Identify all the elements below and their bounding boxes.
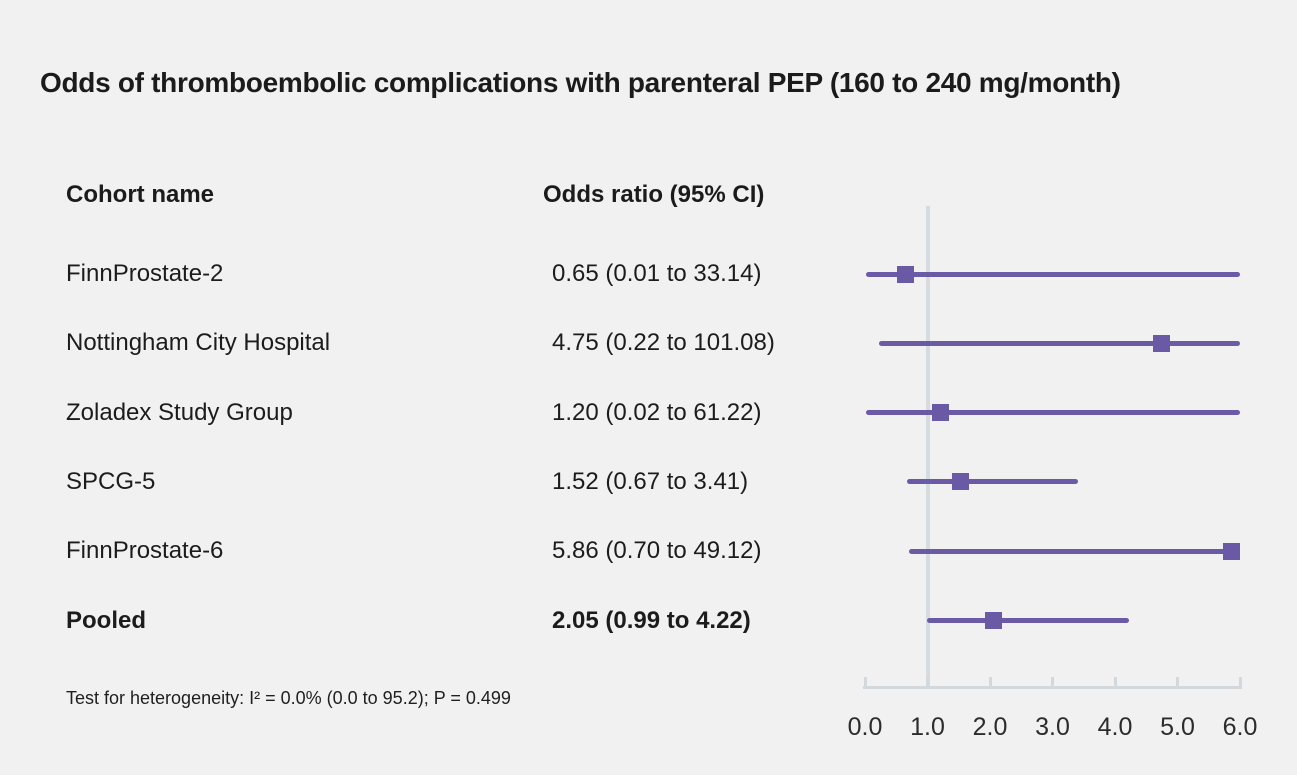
x-axis-tick-label: 4.0 bbox=[1097, 713, 1133, 741]
chart-title: Odds of thromboembolic complications wit… bbox=[40, 67, 1121, 98]
confidence-interval-line bbox=[866, 410, 1240, 416]
x-axis-tick-label: 3.0 bbox=[1035, 713, 1070, 741]
x-axis-tick-label: 2.0 bbox=[972, 713, 1008, 741]
confidence-interval-line bbox=[908, 548, 1240, 554]
point-estimate-marker bbox=[1222, 542, 1240, 560]
reference-line bbox=[925, 206, 930, 688]
confidence-interval-line bbox=[878, 340, 1240, 346]
cohort-label: Nottingham City Hospital bbox=[66, 329, 331, 357]
point-estimate-marker bbox=[931, 404, 949, 422]
x-axis-tick-label: 1.0 bbox=[910, 713, 945, 741]
x-axis-line bbox=[863, 686, 1242, 689]
point-estimate-marker bbox=[1153, 334, 1171, 352]
x-axis-tick bbox=[988, 677, 992, 686]
point-estimate-marker bbox=[984, 612, 1002, 629]
x-axis-tick bbox=[1051, 677, 1054, 686]
x-axis-tick-label: 0.0 bbox=[847, 713, 883, 741]
point-estimate-marker bbox=[897, 265, 915, 283]
x-axis-tick bbox=[926, 677, 929, 686]
odds-ratio-value: 2.05 (0.99 to 4.22) bbox=[552, 606, 751, 634]
odds-ratio-value: 4.75 (0.22 to 101.08) bbox=[552, 329, 775, 357]
heterogeneity-note: Test for heterogeneity: I² = 0.0% (0.0 t… bbox=[66, 688, 511, 708]
x-axis-tick bbox=[1176, 677, 1179, 686]
confidence-interval-line bbox=[906, 479, 1079, 485]
cohort-label: FinnProstate-6 bbox=[66, 537, 224, 565]
odds-ratio-value: 1.20 (0.02 to 61.22) bbox=[552, 398, 762, 426]
cohort-label: Pooled bbox=[66, 606, 147, 634]
confidence-interval-line bbox=[926, 618, 1129, 623]
column-header-cohort-name: Cohort name bbox=[66, 181, 215, 208]
cohort-label: SPCG-5 bbox=[66, 467, 156, 495]
x-axis-tick bbox=[1113, 677, 1117, 686]
odds-ratio-value: 5.86 (0.70 to 49.12) bbox=[552, 537, 762, 565]
odds-ratio-value: 1.52 (0.67 to 3.41) bbox=[552, 467, 749, 495]
confidence-interval-line bbox=[865, 271, 1240, 277]
x-axis-tick bbox=[1238, 677, 1242, 686]
cohort-label: Zoladex Study Group bbox=[66, 398, 293, 426]
column-header-odds-ratio: Odds ratio (95% CI) bbox=[543, 181, 765, 208]
x-axis-tick bbox=[863, 677, 867, 686]
odds-ratio-value: 0.65 (0.01 to 33.14) bbox=[552, 260, 762, 287]
cohort-label: FinnProstate-2 bbox=[66, 260, 224, 287]
point-estimate-marker bbox=[951, 473, 969, 491]
x-axis-tick-label: 5.0 bbox=[1160, 713, 1195, 741]
x-axis-tick-label: 6.0 bbox=[1222, 713, 1258, 741]
